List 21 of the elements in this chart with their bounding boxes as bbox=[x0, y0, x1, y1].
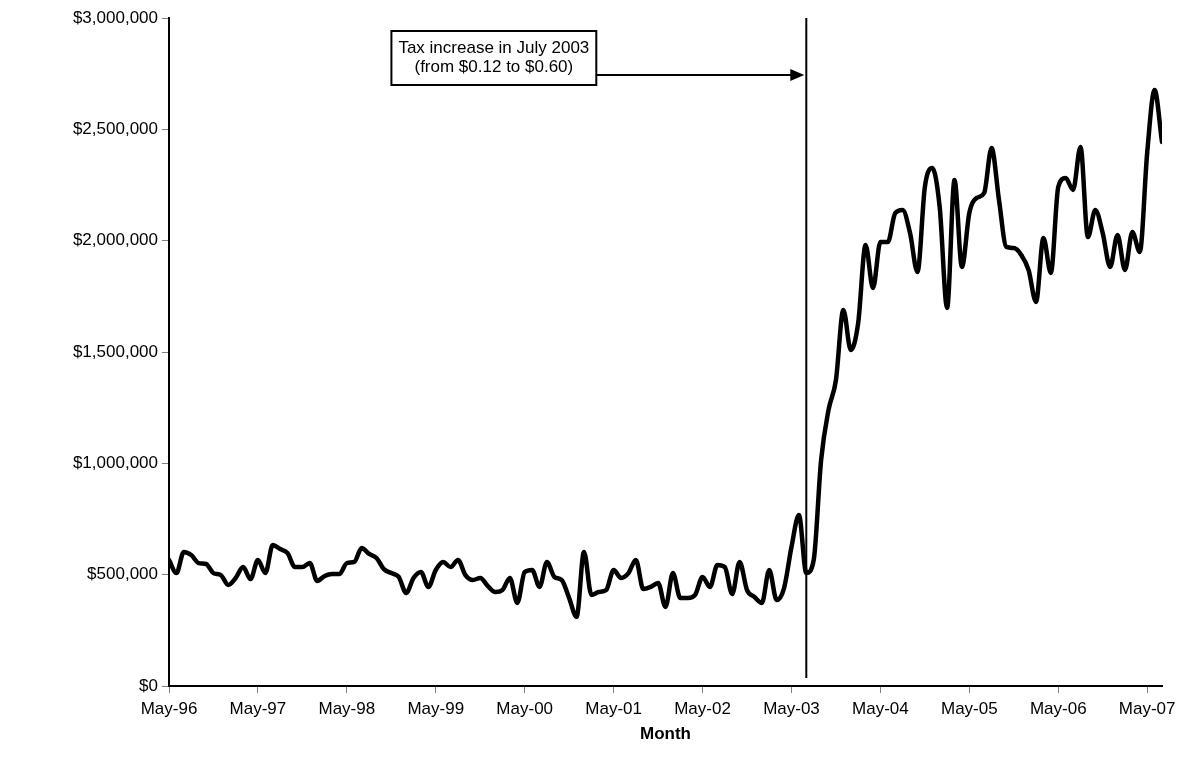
x-tick-label: May-00 bbox=[496, 698, 554, 718]
y-tick-label: $0 bbox=[139, 675, 158, 695]
y-tick-label: $2,500,000 bbox=[72, 119, 158, 139]
x-tick-label: May-07 bbox=[1118, 698, 1176, 718]
x-tick-label: May-06 bbox=[1029, 698, 1087, 718]
x-tick-label: May-99 bbox=[407, 698, 465, 718]
x-axis-title: Month bbox=[640, 724, 691, 744]
y-tick-label: $3,000,000 bbox=[72, 7, 158, 27]
x-tick-label: May-04 bbox=[852, 698, 909, 718]
x-tick-label: May-01 bbox=[585, 698, 642, 718]
y-tick-label: $500,000 bbox=[87, 564, 158, 584]
x-tick-label: May-97 bbox=[229, 698, 287, 718]
x-tick-label: May-05 bbox=[940, 698, 998, 718]
y-tick-label: $1,000,000 bbox=[72, 453, 158, 473]
x-tick-label: May-03 bbox=[763, 698, 820, 718]
y-tick-label: $1,500,000 bbox=[72, 341, 158, 361]
x-tick-label: May-96 bbox=[140, 698, 198, 718]
ref-line-label: Tax increase in July 2003 (from $0.12 to $0.60) bbox=[398, 38, 590, 77]
y-tick-label: $2,000,000 bbox=[72, 230, 158, 250]
x-tick-label: May-98 bbox=[318, 698, 376, 718]
x-tick-label: May-02 bbox=[674, 698, 731, 718]
